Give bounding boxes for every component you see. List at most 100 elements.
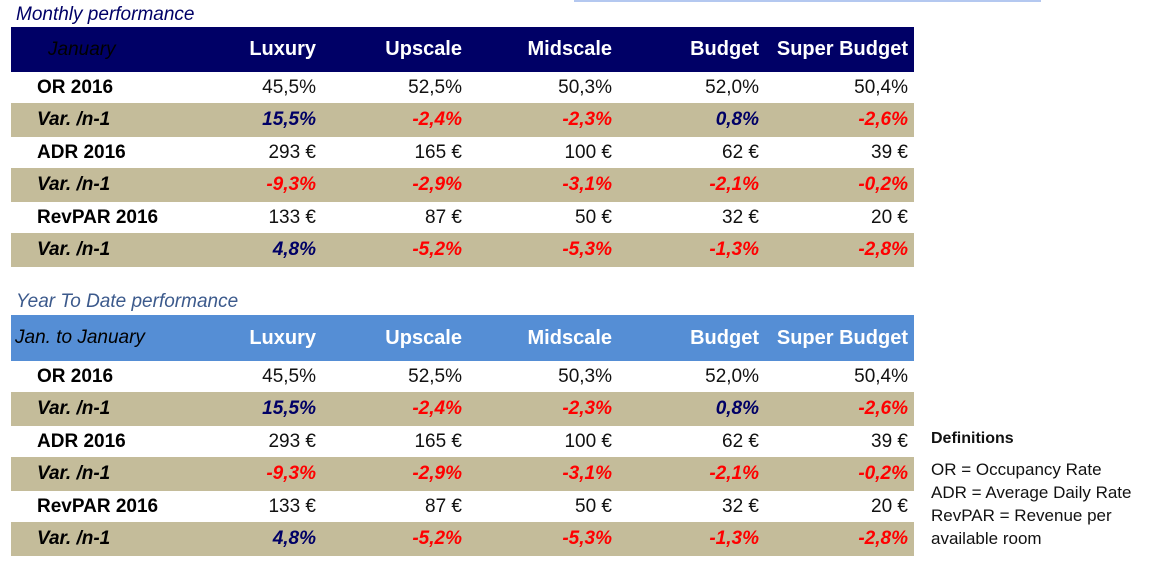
cell-budget: -2,1% <box>709 463 759 484</box>
cell-super-budget: -0,2% <box>858 174 908 195</box>
cell-upscale: -2,9% <box>412 463 462 484</box>
monthly-performance-table: January Luxury Upscale Midscale Budget S… <box>11 27 914 267</box>
cell-luxury: 133 € <box>268 206 316 228</box>
table-row-revpar: RevPAR 2016 133 € 87 € 50 € 32 € 20 € <box>11 491 914 522</box>
table-row-adr-variation: Var. /n-1 -9,3% -2,9% -3,1% -2,1% -0,2% <box>11 457 914 491</box>
table-header: Jan. to January Luxury Upscale Midscale … <box>11 315 914 361</box>
cell-upscale: -2,4% <box>412 109 462 130</box>
cell-luxury: 4,8% <box>272 528 316 549</box>
header-super-budget: Super Budget <box>776 38 908 60</box>
row-label: RevPAR 2016 <box>37 206 159 228</box>
cell-midscale: -5,3% <box>562 239 612 260</box>
table-row-revpar-variation: Var. /n-1 4,8% -5,2% -5,3% -1,3% -2,8% <box>11 233 914 267</box>
cell-luxury: 133 € <box>268 495 316 517</box>
cell-luxury: 4,8% <box>272 239 316 260</box>
header-midscale: Midscale <box>527 326 612 349</box>
cell-upscale: -2,9% <box>412 174 462 195</box>
cell-budget: -1,3% <box>709 528 759 549</box>
row-label: Var. /n-1 <box>37 528 111 549</box>
row-label: Var. /n-1 <box>37 463 111 484</box>
cell-super-budget: -2,6% <box>858 109 908 130</box>
table-row-or-variation: Var. /n-1 15,5% -2,4% -2,3% 0,8% -2,6% <box>11 103 914 137</box>
cell-upscale: 165 € <box>414 430 462 452</box>
cell-luxury: 293 € <box>268 430 316 452</box>
cell-super-budget: -2,8% <box>858 528 908 549</box>
definition-or: OR = Occupancy Rate <box>931 460 1102 479</box>
row-label: Var. /n-1 <box>37 109 111 130</box>
cell-upscale: -5,2% <box>412 528 462 549</box>
row-label: OR 2016 <box>37 365 114 387</box>
header-super-budget: Super Budget <box>776 326 908 349</box>
header-budget: Budget <box>690 38 759 60</box>
cell-luxury: -9,3% <box>266 463 316 484</box>
table-row-adr: ADR 2016 293 € 165 € 100 € 62 € 39 € <box>11 137 914 168</box>
cell-midscale: -5,3% <box>562 528 612 549</box>
cell-luxury: 15,5% <box>262 109 316 130</box>
header-upscale: Upscale <box>385 326 462 349</box>
row-label: Var. /n-1 <box>37 239 111 260</box>
cell-midscale: -3,1% <box>562 463 612 484</box>
cell-super-budget: 20 € <box>871 206 908 228</box>
cell-super-budget: 39 € <box>871 430 908 452</box>
cell-budget: 32 € <box>722 495 759 517</box>
cell-upscale: 87 € <box>425 206 462 228</box>
definition-adr: ADR = Average Daily Rate <box>931 483 1132 502</box>
definitions-panel: Definitions OR = Occupancy Rate ADR = Av… <box>931 428 1131 550</box>
cell-midscale: -3,1% <box>562 174 612 195</box>
cell-budget: 62 € <box>722 141 759 163</box>
cell-midscale: 50,3% <box>558 365 612 387</box>
row-label: RevPAR 2016 <box>37 495 159 517</box>
definitions-title: Definitions <box>931 430 1014 447</box>
row-label: Var. /n-1 <box>37 174 111 195</box>
table-row-or: OR 2016 45,5% 52,5% 50,3% 52,0% 50,4% <box>11 72 914 103</box>
cell-midscale: -2,3% <box>562 398 612 419</box>
header-budget: Budget <box>690 326 759 349</box>
table-row-or: OR 2016 45,5% 52,5% 50,3% 52,0% 50,4% <box>11 361 914 392</box>
table-row-adr: ADR 2016 293 € 165 € 100 € 62 € 39 € <box>11 426 914 457</box>
cell-midscale: 50,3% <box>558 76 612 98</box>
table-row-adr-variation: Var. /n-1 -9,3% -2,9% -3,1% -2,1% -0,2% <box>11 168 914 202</box>
definition-revpar: RevPAR = Revenue per <box>931 506 1112 525</box>
row-label: Var. /n-1 <box>37 398 111 419</box>
cell-luxury: 15,5% <box>262 398 316 419</box>
cell-budget: -1,3% <box>709 239 759 260</box>
cell-super-budget: -2,6% <box>858 398 908 419</box>
header-upscale: Upscale <box>385 38 462 60</box>
cell-upscale: 165 € <box>414 141 462 163</box>
cell-budget: 52,0% <box>705 76 759 98</box>
table-row-revpar-variation: Var. /n-1 4,8% -5,2% -5,3% -1,3% -2,8% <box>11 522 914 556</box>
cell-luxury: 45,5% <box>262 365 316 387</box>
cell-midscale: 100 € <box>564 430 612 452</box>
cell-budget: 62 € <box>722 430 759 452</box>
cell-midscale: -2,3% <box>562 109 612 130</box>
header-period-label: January <box>48 38 116 60</box>
cell-upscale: -5,2% <box>412 239 462 260</box>
monthly-section-title: Monthly performance <box>16 4 195 25</box>
row-label: ADR 2016 <box>37 141 126 163</box>
cell-luxury: -9,3% <box>266 174 316 195</box>
cell-luxury: 45,5% <box>262 76 316 98</box>
cell-luxury: 293 € <box>268 141 316 163</box>
ytd-section-title: Year To Date performance <box>16 291 239 312</box>
table-header: January Luxury Upscale Midscale Budget S… <box>11 27 914 72</box>
header-luxury: Luxury <box>249 326 316 349</box>
cell-upscale: 52,5% <box>408 365 462 387</box>
cell-super-budget: 50,4% <box>854 365 908 387</box>
ytd-performance-table: Jan. to January Luxury Upscale Midscale … <box>11 315 914 556</box>
cell-budget: 52,0% <box>705 365 759 387</box>
cell-budget: 32 € <box>722 206 759 228</box>
row-label: ADR 2016 <box>37 430 126 452</box>
cell-super-budget: 20 € <box>871 495 908 517</box>
cell-budget: 0,8% <box>715 109 759 130</box>
header-period-label: Jan. to January <box>15 327 145 348</box>
cell-super-budget: -0,2% <box>858 463 908 484</box>
cell-super-budget: 39 € <box>871 141 908 163</box>
cell-midscale: 50 € <box>575 206 612 228</box>
header-midscale: Midscale <box>527 38 612 60</box>
table-row-revpar: RevPAR 2016 133 € 87 € 50 € 32 € 20 € <box>11 202 914 233</box>
top-frame-box <box>574 0 1041 2</box>
cell-super-budget: -2,8% <box>858 239 908 260</box>
cell-upscale: -2,4% <box>412 398 462 419</box>
header-luxury: Luxury <box>249 38 316 60</box>
cell-upscale: 52,5% <box>408 76 462 98</box>
